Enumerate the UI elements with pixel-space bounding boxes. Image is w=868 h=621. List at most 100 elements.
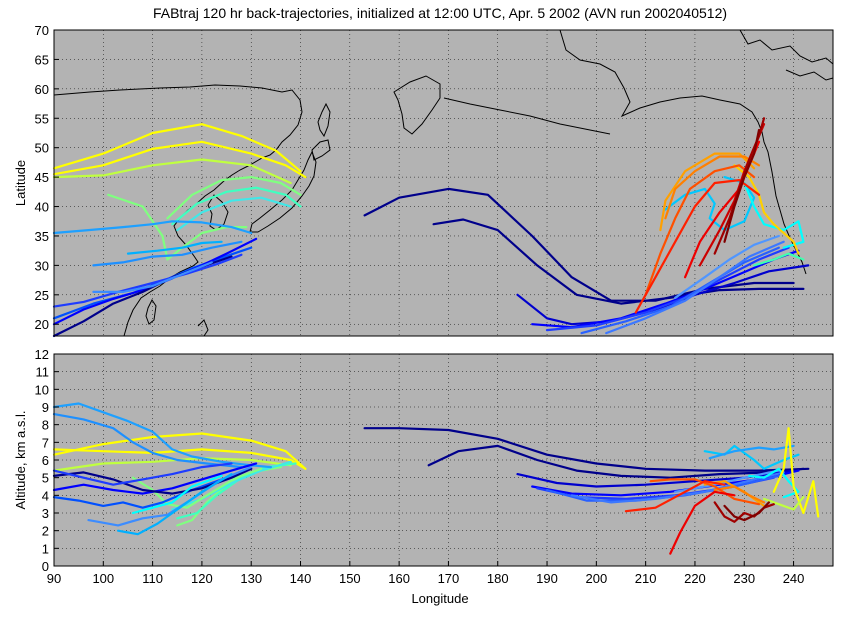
altitude-x-tick-label: 100 — [92, 571, 114, 586]
altitude-trajectory-line — [427, 444, 805, 479]
map-trajectory-line — [171, 186, 302, 226]
altitude-trajectory-line — [674, 469, 780, 493]
map-trajectory-line — [176, 196, 292, 232]
altitude-trajectory-line — [52, 448, 307, 470]
map-trajectory-line — [723, 128, 761, 243]
map-y-tick-label: 35 — [35, 229, 49, 244]
map-y-tick-label: 30 — [35, 258, 49, 273]
altitude-x-tick-label: 90 — [47, 571, 61, 586]
altitude-trajectory-line — [52, 462, 233, 486]
map-trajectory-line — [92, 261, 213, 293]
altitude-trajectory-line — [52, 413, 243, 469]
altitude-trajectories — [52, 402, 820, 555]
map-y-tick-label: 70 — [35, 23, 49, 38]
altitude-trajectory-line — [708, 444, 795, 460]
map-y-tick-label: 55 — [35, 111, 49, 126]
altitude-trajectory-line — [649, 478, 761, 506]
altitude-x-tick-label: 180 — [487, 571, 509, 586]
coastline-japan — [249, 150, 317, 233]
altitude-y-tick-label: 2 — [42, 524, 49, 539]
altitude-x-tick-label: 220 — [684, 571, 706, 586]
map-y-tick-label: 20 — [35, 317, 49, 332]
map-trajectory-line — [713, 117, 766, 255]
map-trajectory-line — [733, 164, 800, 255]
altitude-y-tick-label: 9 — [42, 400, 49, 415]
altitude-trajectory-line — [624, 480, 726, 513]
altitude-trajectory-line — [52, 467, 253, 509]
map-trajectory-line — [580, 246, 780, 335]
map-y-tick-label: 65 — [35, 52, 49, 67]
altitude-y-tick-label: 5 — [42, 471, 49, 486]
map-trajectory-line — [126, 240, 223, 255]
coastline-sakhalin — [317, 102, 331, 138]
altitude-x-tick-label: 170 — [438, 571, 460, 586]
altitude-trajectory-line — [363, 427, 810, 472]
altitude-y-tick-label: 1 — [42, 541, 49, 556]
coastline-aleutians — [443, 97, 611, 135]
altitude-x-tick-label: 160 — [388, 571, 410, 586]
altitude-trajectory-line — [713, 485, 766, 504]
coastline-taiwan — [145, 299, 157, 325]
altitude-trajectory-line — [52, 467, 253, 495]
altitude-trajectory-line — [669, 490, 736, 555]
altitude-trajectory-line — [131, 467, 263, 509]
map-trajectory-line — [52, 220, 253, 235]
altitude-trajectory-line — [723, 501, 770, 522]
altitude-y-tick-label: 8 — [42, 418, 49, 433]
altitude-y-tick-label: 10 — [35, 382, 49, 397]
altitude-y-tick-label: 7 — [42, 435, 49, 450]
map-trajectory-line — [52, 123, 302, 173]
altitude-x-tick-label: 110 — [142, 571, 163, 586]
map-trajectory-line — [52, 253, 243, 308]
altitude-y-axis-label: Altitude, km a.s.l. — [13, 411, 28, 510]
map-panel: 20 25 30 35 40 45 50 55 60 65 70 Latitude — [13, 23, 834, 338]
altitude-trajectory-line — [131, 474, 223, 515]
altitude-trajectory-line — [52, 432, 307, 470]
altitude-x-axis-label: Longitude — [411, 591, 468, 606]
altitude-trajectory-line — [772, 427, 820, 518]
figure-title: FABtraj 120 hr back-trajectories, initia… — [153, 5, 727, 21]
map-trajectories — [52, 117, 810, 338]
altitude-x-tick-label: 240 — [783, 571, 805, 586]
altitude-x-tick-label: 200 — [585, 571, 607, 586]
altitude-y-tick-label: 0 — [42, 559, 49, 574]
coastlines — [53, 29, 834, 337]
map-y-tick-label: 50 — [35, 141, 49, 156]
map-y-axis-label: Latitude — [13, 160, 28, 206]
altitude-x-tick-label: 120 — [191, 571, 213, 586]
map-trajectory-line — [432, 218, 805, 305]
coastline-alaska — [559, 29, 807, 275]
map-trajectory-line — [166, 176, 302, 220]
map-y-ticks: 20 25 30 35 40 45 50 55 60 65 70 — [35, 23, 59, 332]
altitude-x-tick-label: 140 — [290, 571, 312, 586]
coastline-philippines — [197, 319, 209, 337]
map-y-tick-label: 60 — [35, 82, 49, 97]
altitude-x-tick-label: 230 — [733, 571, 755, 586]
map-trajectory-line — [605, 240, 785, 335]
coastline-canada-islands — [739, 29, 834, 81]
altitude-y-tick-label: 6 — [42, 453, 49, 468]
map-trajectory-line — [52, 140, 307, 179]
altitude-trajectory-line — [52, 402, 272, 469]
altitude-y-tick-label: 3 — [42, 506, 49, 521]
map-trajectory-line — [664, 155, 761, 220]
map-frame — [53, 29, 834, 337]
map-trajectory-line — [644, 164, 756, 296]
coastline-hokkaido — [311, 139, 331, 161]
map-trajectory-line — [92, 240, 243, 267]
altitude-x-tick-label: 150 — [339, 571, 361, 586]
map-trajectory-line — [664, 176, 756, 232]
altitude-y-tick-label: 4 — [42, 488, 49, 503]
altitude-trajectory-line — [117, 473, 233, 536]
altitude-y-tick-label: 11 — [36, 365, 50, 380]
map-trajectory-line — [634, 179, 761, 314]
altitude-x-tick-label: 130 — [240, 571, 262, 586]
map-trajectory-line — [674, 234, 780, 299]
altitude-y-tick-label: 12 — [35, 347, 49, 362]
coastline-kamchatka — [393, 75, 441, 135]
altitude-x-tick-label: 210 — [635, 571, 657, 586]
map-y-tick-label: 45 — [35, 170, 49, 185]
map-y-tick-label: 40 — [35, 200, 49, 215]
